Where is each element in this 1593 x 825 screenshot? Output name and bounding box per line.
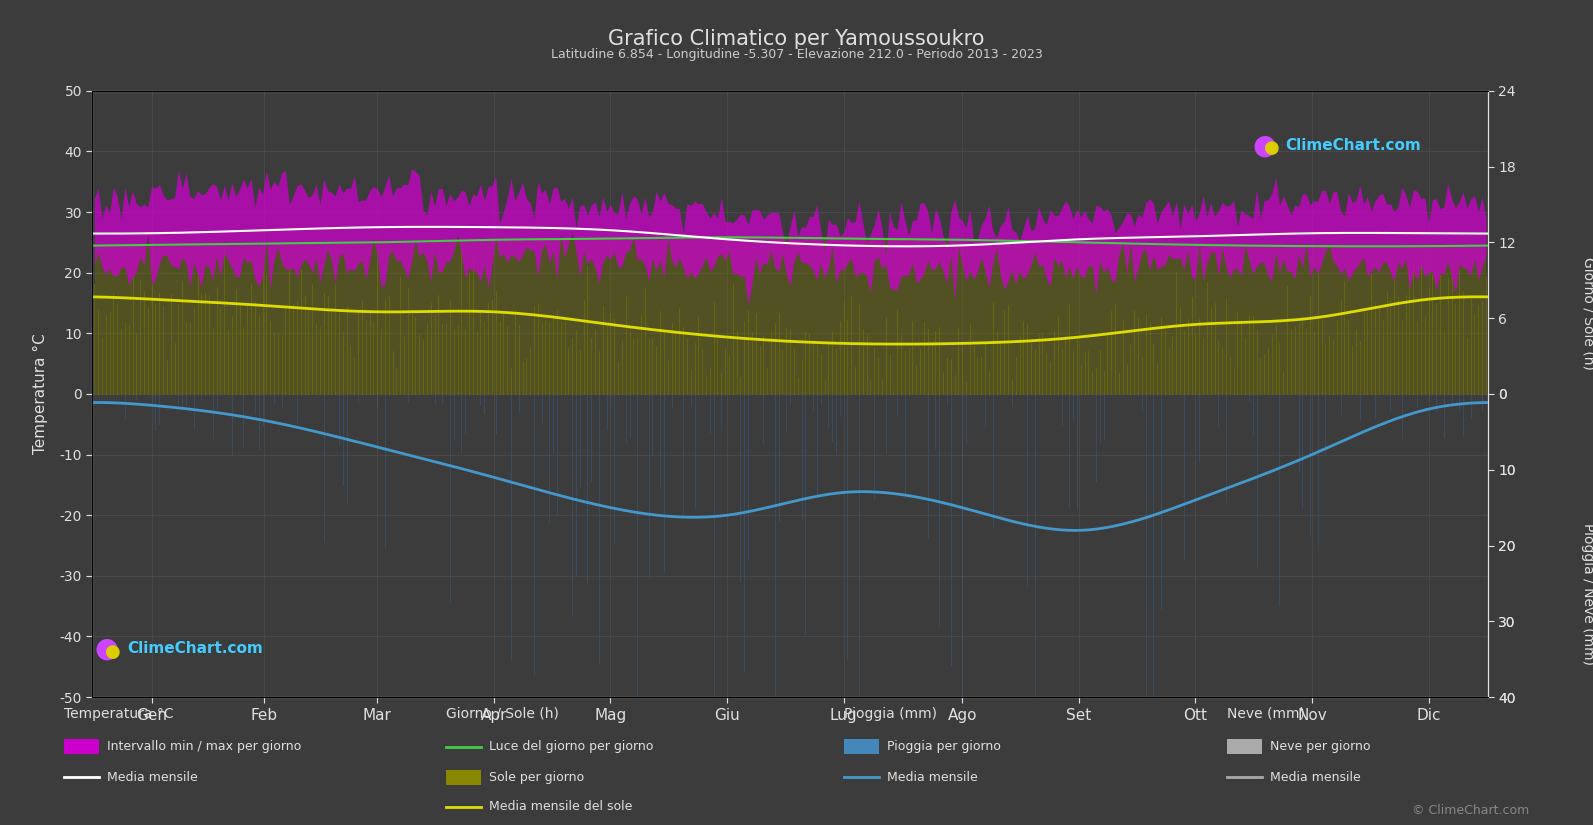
Text: Pioggia per giorno: Pioggia per giorno [887,740,1000,753]
Text: Media mensile: Media mensile [887,771,978,784]
Text: Grafico Climatico per Yamoussoukro: Grafico Climatico per Yamoussoukro [609,29,984,49]
Text: Giorno / Sole (h): Giorno / Sole (h) [446,707,559,720]
Text: Temperatura °C: Temperatura °C [64,707,174,720]
Text: ●: ● [105,643,121,661]
Text: ●: ● [1263,139,1279,158]
Text: Giorno / Sole (h): Giorno / Sole (h) [1582,257,1593,370]
Text: Media mensile del sole: Media mensile del sole [489,800,632,813]
Text: ClimeChart.com: ClimeChart.com [1286,138,1421,153]
Text: ●: ● [1252,131,1276,159]
Text: Luce del giorno per giorno: Luce del giorno per giorno [489,740,653,753]
Text: Intervallo min / max per giorno: Intervallo min / max per giorno [107,740,301,753]
Text: Pioggia / Neve (mm): Pioggia / Neve (mm) [1582,523,1593,665]
Text: Neve (mm): Neve (mm) [1227,707,1305,720]
Text: ●: ● [94,634,118,662]
Text: © ClimeChart.com: © ClimeChart.com [1411,804,1529,817]
Text: Pioggia (mm): Pioggia (mm) [844,707,937,720]
Text: Neve per giorno: Neve per giorno [1270,740,1370,753]
Y-axis label: Temperatura °C: Temperatura °C [33,333,48,455]
Text: Latitudine 6.854 - Longitudine -5.307 - Elevazione 212.0 - Periodo 2013 - 2023: Latitudine 6.854 - Longitudine -5.307 - … [551,48,1042,61]
Text: Sole per giorno: Sole per giorno [489,771,585,784]
Text: Media mensile: Media mensile [1270,771,1360,784]
Text: Media mensile: Media mensile [107,771,198,784]
Text: ClimeChart.com: ClimeChart.com [127,641,263,656]
